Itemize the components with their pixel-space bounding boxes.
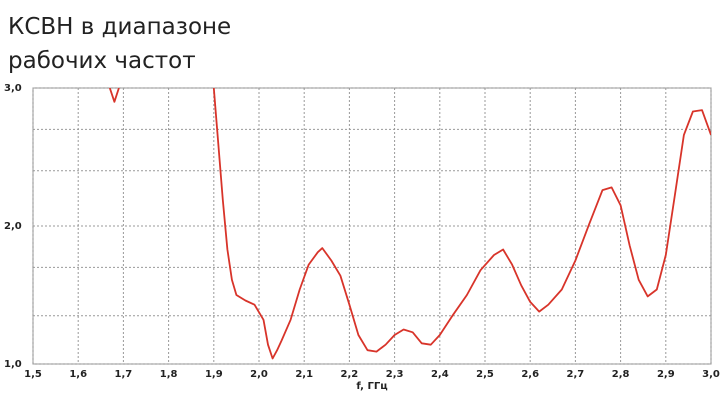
x-tick-label: 1,9 bbox=[205, 369, 223, 380]
x-tick-label: 2,4 bbox=[431, 369, 449, 380]
x-tick-label: 2,1 bbox=[295, 369, 313, 380]
data-line bbox=[108, 88, 711, 360]
x-axis-label: f, ГГц bbox=[356, 381, 387, 392]
x-tick-label: 2,7 bbox=[567, 369, 585, 380]
y-tick-label: 1,0 bbox=[4, 359, 22, 370]
x-tick-label: 2,9 bbox=[657, 369, 675, 380]
x-tick-label: 2,6 bbox=[521, 369, 539, 380]
x-tick-label: 2,0 bbox=[250, 369, 268, 380]
y-tick-label: 3,0 bbox=[4, 83, 22, 94]
x-tick-label: 2,5 bbox=[476, 369, 494, 380]
x-tick-label: 2,2 bbox=[341, 369, 359, 380]
chart-title: рабочих частот bbox=[8, 48, 196, 74]
x-tick-label: 3,0 bbox=[702, 369, 720, 380]
x-tick-label: 1,5 bbox=[24, 369, 42, 380]
x-tick-label: 1,8 bbox=[160, 369, 178, 380]
y-tick-label: 2,0 bbox=[4, 221, 22, 232]
x-tick-label: 2,8 bbox=[612, 369, 630, 380]
x-tick-label: 2,3 bbox=[386, 369, 404, 380]
chart-title: КСВН в диапазоне bbox=[8, 14, 231, 40]
x-tick-label: 1,7 bbox=[115, 369, 133, 380]
x-tick-label: 1,6 bbox=[69, 369, 87, 380]
